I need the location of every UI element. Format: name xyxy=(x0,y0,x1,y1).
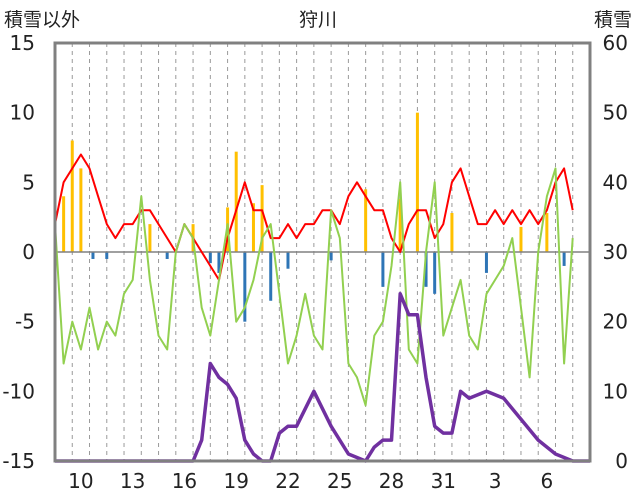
precip-bar xyxy=(70,140,74,252)
precip-bar xyxy=(484,252,488,273)
precip-bar xyxy=(424,252,428,287)
x-tick-label: 31 xyxy=(431,469,456,493)
precip-bar xyxy=(62,196,66,252)
precip-bar xyxy=(286,252,290,269)
chart-title: 狩川 xyxy=(299,9,337,31)
left-tick-label: -5 xyxy=(15,310,35,334)
x-tick-label: 16 xyxy=(172,469,197,493)
x-tick-label: 19 xyxy=(223,469,248,493)
precip-bar xyxy=(251,203,255,252)
precip-bar xyxy=(433,252,437,294)
series-lines xyxy=(54,153,590,463)
x-tick-label: 3 xyxy=(489,469,502,493)
series-line-3 xyxy=(55,292,590,463)
right-axis-ticks: 60 50 40 30 20 10 0 xyxy=(603,31,628,473)
precip-bar xyxy=(234,151,238,252)
right-tick-label: 40 xyxy=(603,170,628,194)
series-line-2 xyxy=(54,167,574,407)
right-tick-label: 60 xyxy=(603,31,628,55)
left-tick-label: 15 xyxy=(10,31,35,55)
precip-bar xyxy=(79,168,83,252)
x-tick-label: 13 xyxy=(120,469,145,493)
left-axis-label: 積雪以外 xyxy=(4,9,80,31)
x-tick-label: 28 xyxy=(379,469,404,493)
precip-bar xyxy=(364,189,368,252)
left-tick-label: 0 xyxy=(22,240,35,264)
precip-bar xyxy=(91,252,95,259)
right-tick-label: 20 xyxy=(603,310,628,334)
x-tick-label: 25 xyxy=(327,469,352,493)
right-axis-label: 積雪 xyxy=(594,9,632,31)
right-tick-label: 50 xyxy=(603,101,628,125)
x-axis-ticks: 10 13 16 19 22 25 28 31 3 6 xyxy=(68,469,553,493)
left-tick-label: 5 xyxy=(22,170,35,194)
precip-bar xyxy=(545,212,549,252)
x-tick-label: 22 xyxy=(275,469,300,493)
precip-bar xyxy=(269,252,273,301)
precip-bar xyxy=(329,252,333,261)
precip-bar xyxy=(148,224,152,252)
x-tick-label: 6 xyxy=(540,469,553,493)
precip-bar xyxy=(208,252,212,264)
left-tick-label: -10 xyxy=(2,379,35,403)
precip-bar xyxy=(105,252,109,259)
plot-area xyxy=(53,41,592,463)
x-tick-label: 10 xyxy=(68,469,93,493)
precip-bar xyxy=(415,112,419,253)
left-axis-ticks: 15 10 5 0 -5 -10 -15 xyxy=(2,31,35,473)
precip-bar xyxy=(243,252,247,322)
precip-bar xyxy=(381,252,385,287)
series-line-1 xyxy=(54,153,574,281)
left-tick-label: 10 xyxy=(10,101,35,125)
right-tick-label: 0 xyxy=(615,449,628,473)
precip-bar xyxy=(519,226,523,252)
right-tick-label: 10 xyxy=(603,379,628,403)
precip-bar xyxy=(260,185,264,252)
right-tick-label: 30 xyxy=(603,240,628,264)
precip-bar xyxy=(217,252,221,273)
precip-bar xyxy=(450,212,454,252)
precip-bar xyxy=(165,252,169,259)
precip-bar xyxy=(562,252,566,266)
left-tick-label: -15 xyxy=(2,449,35,473)
precip-bar xyxy=(398,199,402,252)
